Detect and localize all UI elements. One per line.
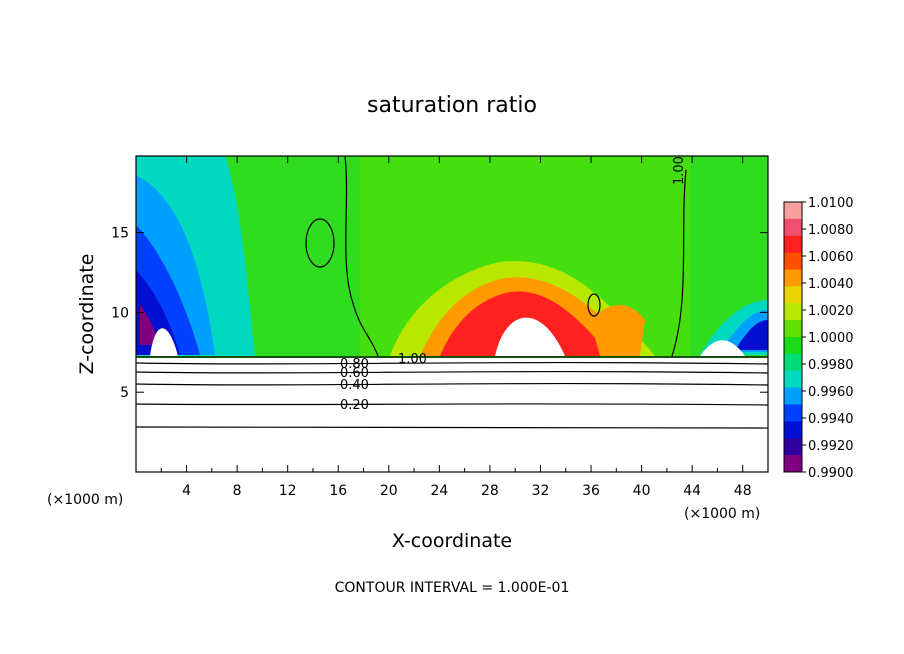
saturation-field (136, 156, 768, 472)
x-tick-label: 44 (683, 483, 701, 499)
colorbar-label: 0.9960 (808, 385, 854, 400)
x-tick-label: 16 (329, 483, 347, 499)
colorbar-swatch (784, 218, 802, 237)
colorbar-label: 1.0080 (808, 223, 854, 238)
colorbar-labels: 1.0100 1.0080 1.0060 1.0040 1.0020 1.000… (808, 196, 854, 481)
colorbar-swatch (784, 387, 802, 405)
contour-label: 1.00 (398, 352, 427, 367)
colorbar-swatch (784, 421, 802, 439)
x-axis-title: X-coordinate (392, 530, 512, 552)
colorbar-swatch (784, 404, 802, 422)
contour-label: 0.60 (340, 366, 369, 381)
plot-frame (135, 155, 769, 473)
colorbar-swatch (784, 269, 802, 287)
contour-lines (136, 156, 768, 429)
colorbar-label: 1.0020 (808, 304, 854, 319)
y-tick-label: 5 (120, 385, 129, 401)
colorbar-swatch (784, 252, 802, 270)
x-tick-label: 24 (430, 483, 448, 499)
x-tick-label: 48 (734, 483, 752, 499)
colorbar-swatch (784, 337, 802, 355)
colorbar-label: 0.9920 (808, 439, 854, 454)
x-tick-label: 20 (380, 483, 398, 499)
colorbar-label: 0.9980 (808, 358, 854, 373)
contour-label: 0.80 (340, 357, 369, 372)
colorbar-swatch (784, 438, 802, 456)
colorbar-swatch (784, 353, 802, 372)
x-tick-label: 28 (481, 483, 499, 499)
colorbar-label: 0.9900 (808, 466, 854, 481)
contour-label: 1.00 (672, 156, 687, 185)
y-tick-label: 15 (111, 226, 129, 242)
x-tick-label: 12 (279, 483, 297, 499)
contour-label: 0.20 (340, 398, 369, 413)
x-unit-label-right: (×1000 m) (684, 506, 760, 522)
x-unit-label-left: (×1000 m) (47, 492, 123, 508)
y-axis-title: Z-coordinate (76, 254, 98, 375)
colorbar-label: 1.0000 (808, 331, 854, 346)
colorbar-label: 0.9940 (808, 412, 854, 427)
colorbar-swatch (784, 202, 802, 220)
colorbar-swatch (784, 455, 802, 473)
colorbar-swatch (784, 286, 802, 304)
colorbar (783, 201, 806, 473)
x-tick-label: 32 (532, 483, 550, 499)
colorbar-label: 1.0100 (808, 196, 854, 211)
colorbar-swatch (784, 235, 802, 254)
colorbar-label: 1.0040 (808, 277, 854, 292)
x-tick-label: 8 (233, 483, 242, 499)
colorbar-label: 1.0060 (808, 250, 854, 265)
colorbar-swatch (784, 370, 802, 389)
contour-label: 0.40 (340, 378, 369, 393)
contour-interval-note: CONTOUR INTERVAL = 1.000E-01 (335, 580, 570, 596)
x-tick-label: 4 (182, 483, 191, 499)
colorbar-swatch (784, 303, 802, 321)
contour-labels: 1.00 1.00 0.80 0.60 0.40 0.20 (340, 156, 687, 413)
y-tick-label: 10 (111, 305, 129, 321)
x-tick-label: 36 (582, 483, 600, 499)
colorbar-swatch (784, 320, 802, 338)
x-axis-ticks: 4 8 12 16 20 24 28 32 36 40 44 48 (160, 156, 752, 499)
chart-title: saturation ratio (367, 93, 537, 118)
y-axis-ticks: 5 10 15 (111, 226, 768, 401)
x-tick-label: 40 (633, 483, 651, 499)
